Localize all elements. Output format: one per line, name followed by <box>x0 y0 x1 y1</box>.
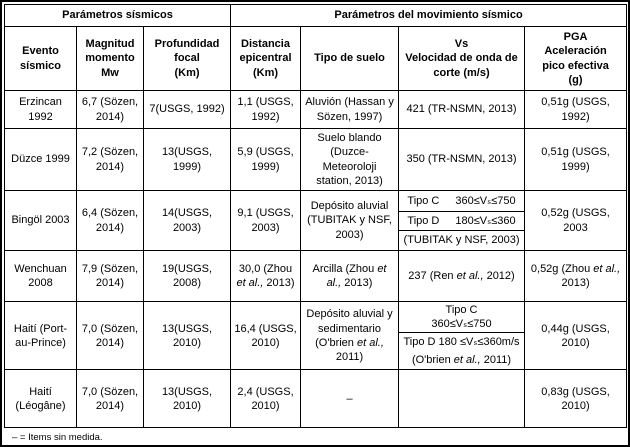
text-segment: 237 (Ren <box>408 269 457 282</box>
table-row-haiti-leogane: Haití (Léogâne) 7,0 (Sözen, 2014) 13(USG… <box>4 369 628 429</box>
cell-pga: 0,51g (USGS, 1992) <box>524 90 628 129</box>
italic-et-al: et al., <box>236 277 264 289</box>
vs-type-d-row: Tipo D 180 ≤Vₛ≤360m/s <box>399 332 525 351</box>
col-header-profundidad: Profundidad focal (Km) <box>142 26 232 91</box>
cell-distancia: 1,1 (USGS, 1992) <box>230 90 302 129</box>
cell-distancia: 9,1 (USGS, 2003) <box>230 190 302 251</box>
group-header-seismic-params: Parámetros sísmicos <box>3 4 232 27</box>
cell-profundidad: 13(USGS, 2010) <box>142 300 232 371</box>
italic-et-al: et al., <box>356 336 384 349</box>
table-row-wenchuan: Wenchuan 2008 7,9 (Sözen, 2014) 19(USGS,… <box>4 250 628 302</box>
cell-evento: Bingöl 2003 <box>4 190 77 251</box>
cell-distancia: 5,9 (USGS, 1999) <box>230 128 302 191</box>
cell-suelo: Suelo blando (Duzce-Meteoroloji station,… <box>300 128 400 191</box>
col-header-distancia: Distancia epicentral (Km) <box>230 26 302 91</box>
cell-vs: Tipo C 360≤Vₛ≤750 Tipo D 180≤Vₛ≤360 (TUBIT… <box>398 190 526 251</box>
table-row-erzincan: Erzincan 1992 6,7 (Sözen, 2014) 7(USGS, … <box>4 90 628 129</box>
vs-type-label: Tipo D <box>407 214 440 227</box>
cell-evento: Haití (Léogâne) <box>4 369 77 429</box>
vs-type-c-row: Tipo C 360≤Vₛ≤750 <box>399 302 524 332</box>
col-header-pga: PGA Aceleración pico efectiva (g) <box>524 26 628 91</box>
cell-pga: 0,83g (USGS, 2010) <box>524 369 628 429</box>
italic-et-al: et al., <box>593 262 621 275</box>
vs-range: 360≤Vₛ≤750 <box>455 195 516 208</box>
text-segment: 30,0 (Zhou <box>238 262 293 275</box>
text-segment: 2011) <box>335 350 364 363</box>
vs-type-d-row: Tipo D 180≤Vₛ≤360 <box>399 211 525 230</box>
vs-range: 360≤Vₛ≤750 <box>431 318 492 331</box>
group-header-motion-params: Parámetros del movimiento sísmico <box>230 4 628 27</box>
cell-profundidad: 7(USGS, 1992) <box>142 90 232 129</box>
cell-evento: Haití (Port-au-Prince) <box>4 300 77 371</box>
cell-vs: 350 (TR-NSMN, 2013) <box>398 128 526 191</box>
vs-citation: (O'brien et al., 2011) <box>399 351 524 369</box>
italic-et-al: et al., <box>453 354 481 367</box>
col-header-magnitud: Magnitud momento Mw <box>76 26 144 91</box>
cell-pga: 0,51g (USGS, 1999) <box>524 128 628 191</box>
cell-suelo: Aluvión (Hassan y Sözen, 1997) <box>300 90 400 129</box>
seismic-parameters-table: Parámetros sísmicos Parámetros del movim… <box>3 4 628 429</box>
cell-magnitud: 6,7 (Sözen, 2014) <box>76 90 144 129</box>
cell-suelo: Arcilla (Zhou et al., 2013) <box>300 250 400 302</box>
group-header-row: Parámetros sísmicos Parámetros del movim… <box>3 4 628 27</box>
text-segment: 2011) <box>480 354 512 367</box>
col-header-evento: Evento sísmico <box>4 26 77 91</box>
cell-evento: Erzincan 1992 <box>4 90 77 129</box>
cell-profundidad: 13(USGS, 1999) <box>142 128 232 191</box>
cell-pga: 0,52g (USGS, 2003 <box>524 190 628 251</box>
cell-evento: Wenchuan 2008 <box>4 250 77 302</box>
cell-vs: 421 (TR-NSMN, 2013) <box>398 90 526 129</box>
cell-suelo: – <box>300 369 400 429</box>
col-header-suelo: Tipo de suelo <box>300 26 400 91</box>
cell-vs: Tipo C 360≤Vₛ≤750 Tipo D 180 ≤Vₛ≤360m/s (… <box>398 300 526 371</box>
vs-citation: (TUBITAK y NSF, 2003) <box>399 230 525 249</box>
table-row-haiti-port-au-prince: Haití (Port-au-Prince) 7,0 (Sözen, 2014)… <box>4 300 628 371</box>
text-segment: 2013) <box>341 277 373 289</box>
cell-magnitud: 6,4 (Sözen, 2014) <box>76 190 144 251</box>
column-header-row: Evento sísmico Magnitud momento Mw Profundi… <box>4 26 628 91</box>
cell-magnitud: 7,9 (Sözen, 2014) <box>76 250 144 302</box>
vs-type-label: Tipo C <box>407 195 440 208</box>
cell-profundidad: 19(USGS, 2008) <box>142 250 232 302</box>
vs-type-label: Tipo C <box>445 304 478 316</box>
text-segment: 2013) <box>561 277 590 289</box>
cell-distancia: 2,4 (USGS, 2010) <box>230 369 302 429</box>
cell-vs: 237 (Ren et al., 2012) <box>398 250 526 302</box>
vs-type-c-row: Tipo C 360≤Vₛ≤750 <box>399 192 524 211</box>
italic-et-al: et al., <box>456 269 484 282</box>
cell-profundidad: 14(USGS, 2003) <box>142 190 232 251</box>
cell-evento: Düzce 1999 <box>4 128 77 191</box>
italic-et-al: et al., <box>326 262 387 289</box>
cell-profundidad: 13(USGS, 2010) <box>142 369 232 429</box>
text-segment: 0,52g (Zhou <box>530 262 594 275</box>
cell-distancia: 16,4 (USGS, 2010) <box>230 300 302 371</box>
footnote: – = Items sin medida. <box>12 432 103 444</box>
cell-pga: 0,52g (Zhou et al., 2013) <box>524 250 628 302</box>
table-row-duzce: Düzce 1999 7,2 (Sözen, 2014) 13(USGS, 19… <box>4 128 628 191</box>
text-segment: 2013) <box>263 277 295 289</box>
text-segment: (O'brien <box>411 354 454 367</box>
text-segment: Arcilla (Zhou <box>312 262 378 275</box>
cell-suelo: Depósito aluvial y sedimentario (O'brien… <box>300 300 400 371</box>
cell-distancia: 30,0 (Zhou et al., 2013) <box>230 250 302 302</box>
cell-suelo: Depósito aluvial (TUBITAK y NSF, 2003) <box>300 190 400 251</box>
text-segment: 2012) <box>483 269 515 282</box>
cell-magnitud: 7,2 (Sözen, 2014) <box>76 128 144 191</box>
text-segment: Depósito aluvial y sedimentario (O'brien <box>306 308 393 349</box>
vs-range: 180≤Vₛ≤360 <box>455 214 516 227</box>
cell-pga: 0,44g (USGS, 2010) <box>524 300 628 371</box>
col-header-vs: Vs Velocidad de onda de corte (m/s) <box>398 26 526 91</box>
cell-magnitud: 7,0 (Sözen, 2014) <box>76 300 144 371</box>
cell-magnitud: 7,0 (Sözen, 2014) <box>76 369 144 429</box>
cell-vs <box>398 369 526 429</box>
table-row-bingol: Bingöl 2003 6,4 (Sözen, 2014) 14(USGS, 2… <box>4 190 628 251</box>
